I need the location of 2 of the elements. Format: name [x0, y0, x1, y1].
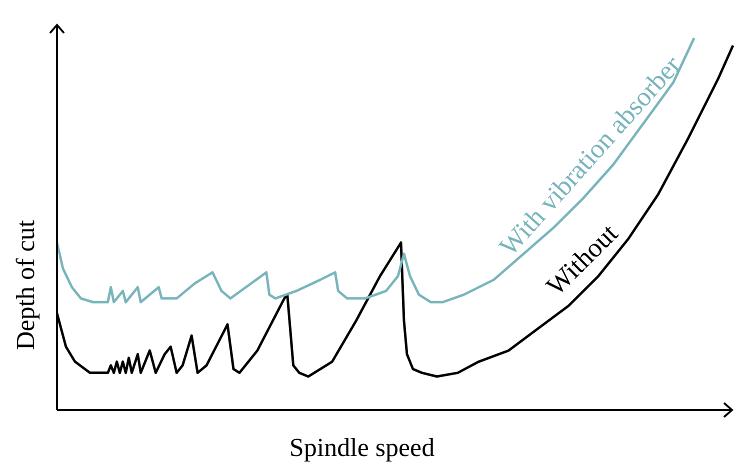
x-axis-title: Spindle speed [289, 433, 435, 462]
y-axis-title: Depth of cut [11, 219, 40, 350]
